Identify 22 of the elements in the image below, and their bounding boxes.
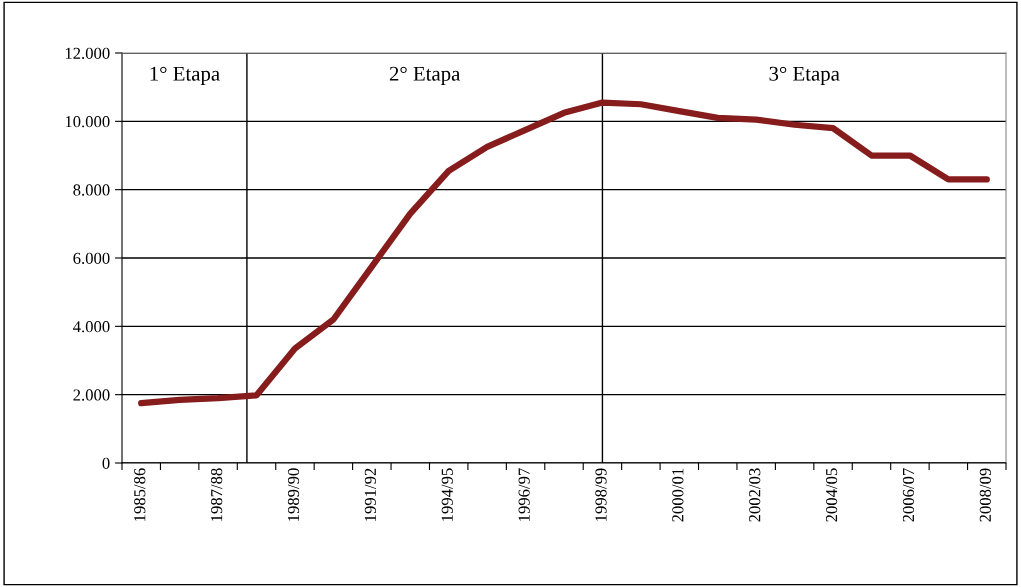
x-tick-label: 1998/99 [595,468,607,521]
y-tick-label: 6.000 [73,252,110,265]
x-tick-label: 1996/97 [518,468,530,521]
y-tick-label: 10.000 [65,116,110,128]
annotation: 1° Etapa [150,66,220,85]
x-tick-label: 2002/03 [749,468,761,522]
y-tick-label: 4.000 [73,321,110,333]
y-tick-label: 0 [102,457,110,469]
x-tick-label: 2008/09 [979,468,991,522]
x-tick-label: 1991/92 [364,468,376,521]
y-tick-label: 8.000 [73,184,110,196]
x-tick-label: 2004/05 [825,468,838,522]
x-tick-label: 1985/86 [134,468,146,521]
x-tick-label: 2000/01 [672,468,684,522]
x-tick-label: 1989/90 [287,468,300,521]
y-tick-label: 12.000 [65,47,110,60]
y-tick-label: 2.000 [73,389,110,401]
x-tick-label: 2006/07 [902,468,915,522]
x-tick-label: 1994/95 [441,468,453,521]
annotation: 2° Etapa [389,66,461,85]
annotation: 3° Etapa [769,66,840,85]
x-tick-label: 1987/88 [211,468,223,521]
